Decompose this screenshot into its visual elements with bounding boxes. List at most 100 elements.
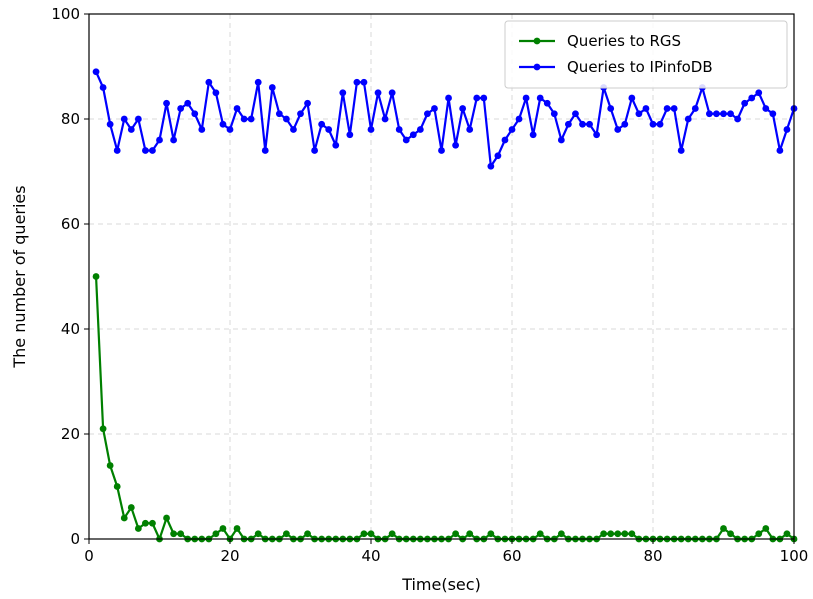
data-point [127,504,135,511]
data-point [99,425,107,433]
data-point [734,115,741,123]
data-point [304,99,311,107]
data-point [134,525,142,532]
data-point [142,519,149,527]
data-point [127,126,135,133]
data-point [254,78,262,86]
data-point [191,110,199,118]
x-tick-label: 20 [220,547,239,565]
legend-swatch-marker [533,63,541,71]
data-point [297,110,304,118]
data-point [226,126,234,133]
data-point [515,115,523,123]
data-point [536,94,544,102]
data-point [177,105,185,112]
data-point [219,120,227,128]
data-point [120,514,128,522]
data-point [565,120,572,128]
data-point [607,530,615,538]
data-point [593,131,600,139]
data-point [508,126,516,133]
data-point [720,110,727,118]
data-point [142,147,149,154]
data-point [233,525,241,532]
data-point [741,99,749,107]
legend-swatch-marker [533,37,541,45]
data-point [776,147,784,154]
data-point [318,120,326,128]
legend-label: Queries to RGS [567,32,681,50]
data-point [106,462,114,469]
data-point [163,514,170,522]
data-point [550,110,558,118]
plot-background [89,14,794,539]
data-point [607,105,615,112]
data-point [367,126,375,133]
data-point [402,136,410,144]
data-point [670,105,678,112]
data-point [727,110,734,118]
data-point [522,94,530,102]
data-point [353,78,361,86]
axis-ticks: 0 20 40 60 80 100 0 20 40 60 80 100 [51,5,808,565]
data-point [311,147,318,154]
data-point [360,530,368,538]
data-point [762,105,770,112]
data-point [184,99,192,107]
data-point [106,120,114,128]
data-point [621,530,629,538]
data-point [769,110,777,118]
data-point [691,105,699,112]
data-point [529,131,537,139]
data-point [388,89,396,97]
data-point [783,126,791,133]
y-tick-label: 100 [51,5,80,23]
data-point [600,530,608,538]
data-point [642,105,650,112]
data-point [261,147,269,154]
data-point [579,120,586,128]
data-point [424,110,431,118]
y-tick-label: 20 [61,425,80,443]
data-point [177,530,185,538]
data-point [198,126,206,133]
data-point [614,126,622,133]
data-point [586,120,593,128]
data-point [113,147,121,154]
data-point [212,89,220,97]
data-point [99,84,107,91]
series-2 [92,68,798,170]
x-tick-label: 60 [502,547,521,565]
data-point [466,530,474,538]
legend-entry: Queries to RGS [519,32,681,50]
data-point [367,530,375,538]
data-point [727,530,734,538]
data-point [388,530,396,538]
data-point [487,530,495,538]
data-point [120,115,128,123]
data-point [494,152,502,160]
data-point [713,110,720,118]
data-point [416,126,424,133]
data-point [572,110,579,118]
data-point [628,94,636,102]
data-point [649,120,657,128]
data-point [134,115,142,123]
data-point [212,530,220,538]
legend-label: Queries to IPinfoDB [567,58,713,76]
data-point [247,115,255,123]
data-point [170,530,178,538]
data-point [381,115,389,123]
data-point [325,126,333,133]
data-point [290,126,297,133]
data-point [233,105,241,112]
data-point [240,115,248,123]
data-point [557,136,565,144]
data-point [254,530,262,538]
data-point [755,89,763,97]
data-point [438,147,445,154]
data-point [748,94,756,102]
legend-entry: Queries to IPinfoDB [519,58,713,76]
plot-frame [88,13,795,540]
